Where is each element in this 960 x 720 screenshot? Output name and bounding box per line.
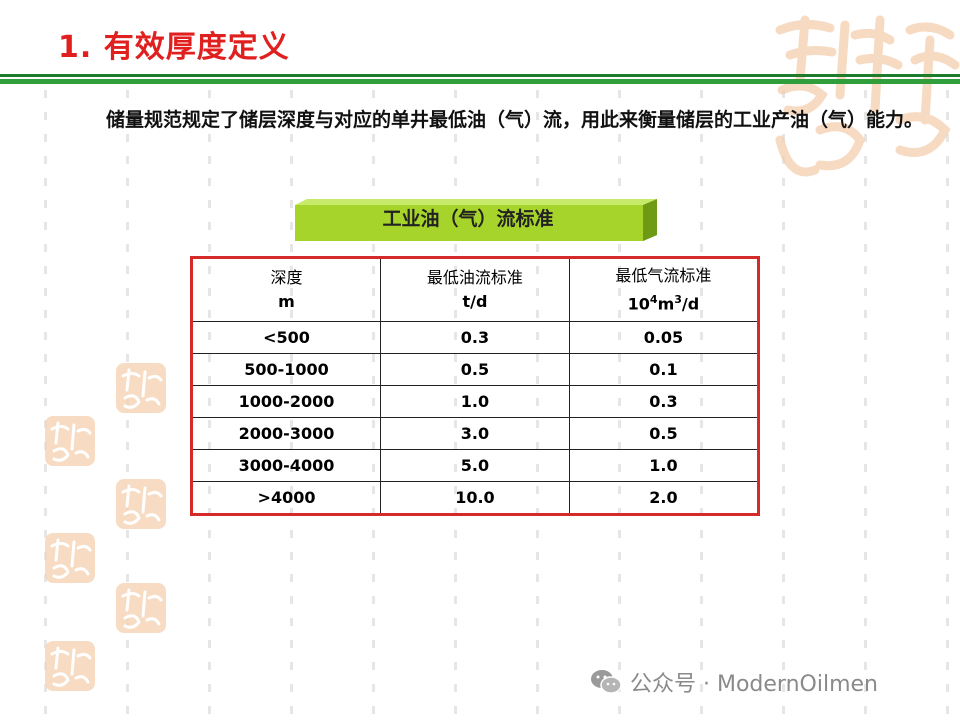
table-header-row: 深度 m 最低油流标准 t/d 最低气流标准 104m3/d [191, 257, 760, 322]
table-row: 500-1000 0.5 0.1 [191, 353, 760, 386]
cell-depth: 500-1000 [191, 353, 381, 386]
slide-title: 1. 有效厚度定义 [58, 30, 290, 65]
title-divider-thin [0, 74, 960, 77]
cell-depth: 1000-2000 [191, 385, 381, 418]
table-row: 1000-2000 1.0 0.3 [191, 385, 760, 418]
table-row: >4000 10.0 2.0 [191, 481, 760, 515]
intro-paragraph: 储量规范规定了储层深度与对应的单井最低油（气）流，用此来衡量储层的工业产油（气）… [106, 109, 924, 131]
seal-stamp-icon [116, 583, 166, 633]
cell-gas: 0.5 [568, 417, 760, 450]
cell-oil: 3.0 [380, 417, 570, 450]
cell-depth: 2000-3000 [191, 417, 381, 450]
cell-oil: 1.0 [380, 385, 570, 418]
wechat-icon [591, 670, 622, 694]
calligraphy-seal-decoration [775, 15, 960, 177]
banner-shape [295, 199, 657, 241]
table-caption: 工业油（气）流标准 [382, 208, 554, 230]
seal-stamp-icon [45, 533, 95, 583]
seal-stamp-icon [116, 363, 166, 413]
seal-stamp-icon [116, 479, 166, 529]
table-row: <500 0.3 0.05 [191, 321, 760, 354]
watermark-text: 公众号 · ModernOilmen [630, 672, 878, 697]
cell-depth: 3000-4000 [191, 449, 381, 482]
seal-stamp-icon [45, 416, 95, 466]
header-depth: 深度 m [191, 257, 381, 322]
cell-gas: 0.05 [568, 321, 760, 354]
cell-gas: 0.1 [568, 353, 760, 386]
title-divider-thick [0, 79, 960, 84]
cell-oil: 0.5 [380, 353, 570, 386]
header-min-gas-flow: 最低气流标准 104m3/d [568, 257, 760, 322]
cell-oil: 0.3 [380, 321, 570, 354]
table-row: 2000-3000 3.0 0.5 [191, 417, 760, 450]
header-min-oil-flow: 最低油流标准 t/d [380, 257, 570, 322]
cell-depth: >4000 [191, 481, 381, 515]
cell-oil: 10.0 [380, 481, 570, 515]
cell-depth: <500 [191, 321, 381, 354]
cell-gas: 1.0 [568, 449, 760, 482]
cell-gas: 2.0 [568, 481, 760, 515]
cell-gas: 0.3 [568, 385, 760, 418]
oil-gas-flow-standard-table: 深度 m 最低油流标准 t/d 最低气流标准 104m3/d <500 0.3 … [190, 256, 760, 516]
cell-oil: 5.0 [380, 449, 570, 482]
seal-stamp-icon [45, 641, 95, 691]
table-caption-banner: 工业油（气）流标准 [295, 199, 657, 243]
watermark: 公众号 · ModernOilmen [590, 666, 878, 698]
table-row: 3000-4000 5.0 1.0 [191, 449, 760, 482]
gas-flow-unit: 104m3/d [627, 292, 700, 314]
